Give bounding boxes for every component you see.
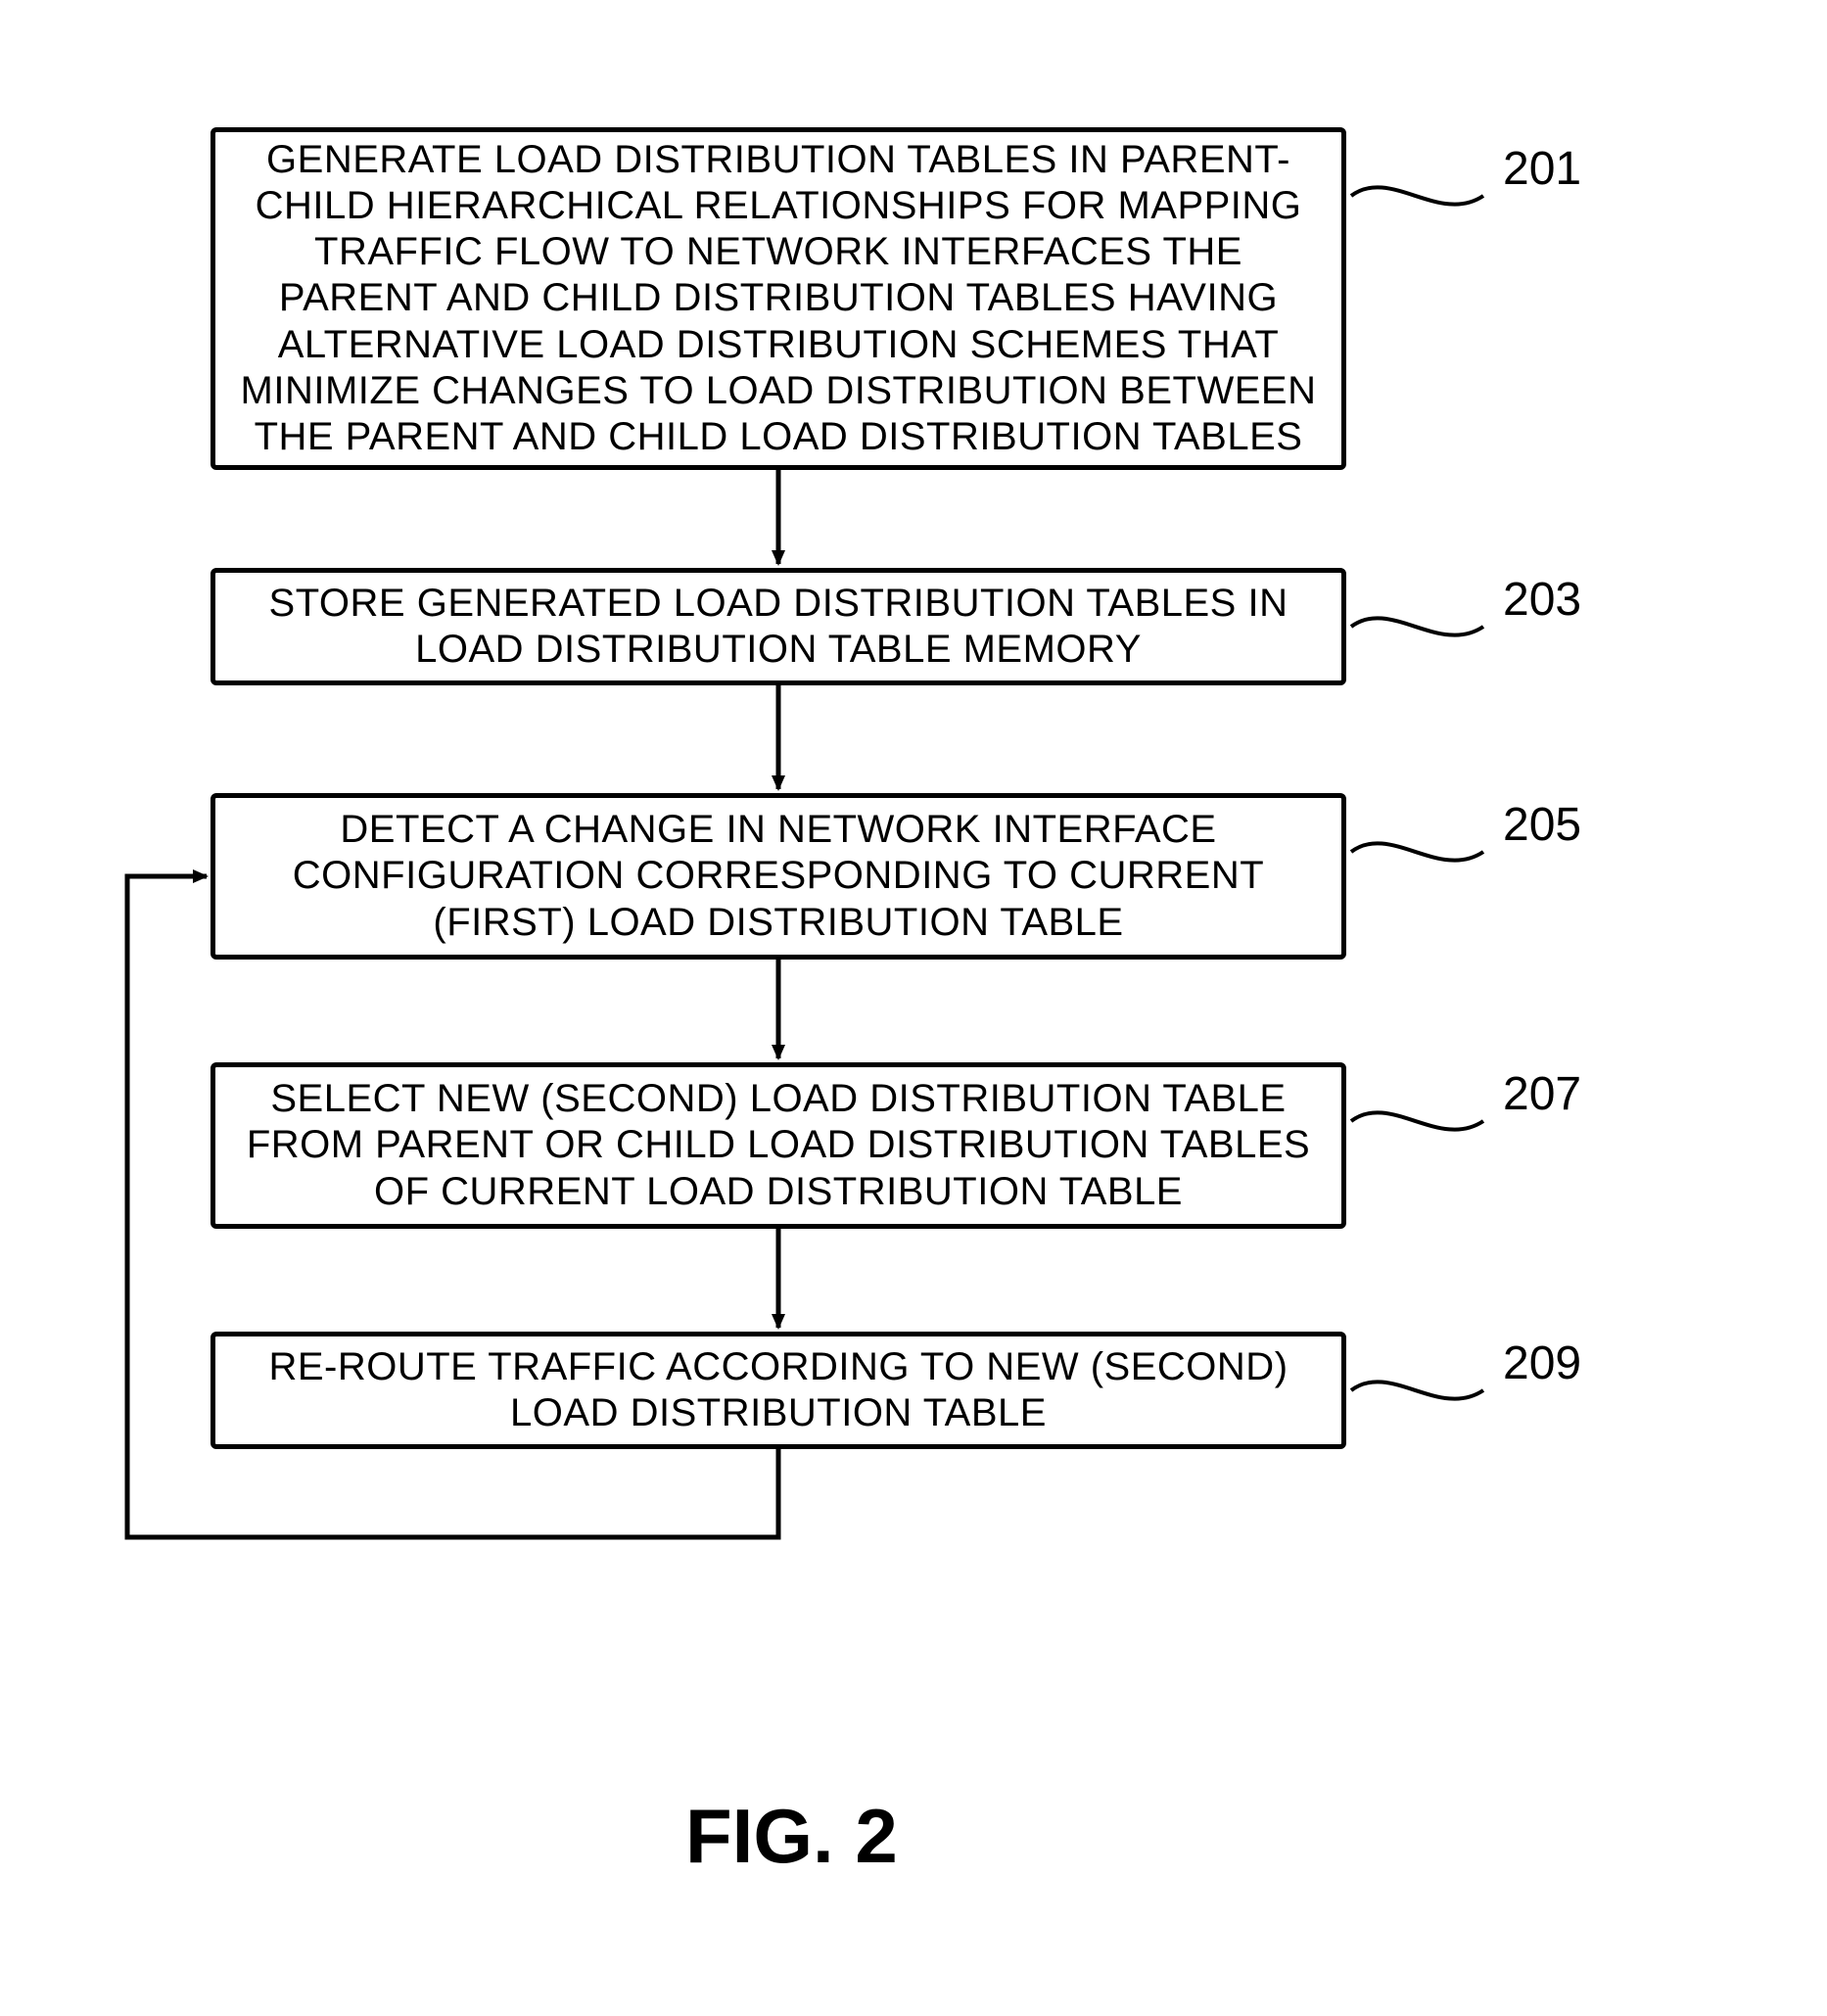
ref-201: 201 [1503, 142, 1581, 196]
ref-209: 209 [1503, 1336, 1581, 1390]
flow-step-205-text: DETECT A CHANGE IN NETWORK INTERFACE CON… [239, 807, 1318, 946]
tilde-205 [1351, 843, 1483, 860]
flow-step-207: SELECT NEW (SECOND) LOAD DISTRIBUTION TA… [211, 1062, 1346, 1229]
ref-205: 205 [1503, 798, 1581, 852]
flow-step-205: DETECT A CHANGE IN NETWORK INTERFACE CON… [211, 793, 1346, 960]
flow-step-203: STORE GENERATED LOAD DISTRIBUTION TABLES… [211, 568, 1346, 685]
flow-step-209-text: RE-ROUTE TRAFFIC ACCORDING TO NEW (SECON… [239, 1344, 1318, 1436]
flow-step-201: GENERATE LOAD DISTRIBUTION TABLES IN PAR… [211, 127, 1346, 470]
ref-207: 207 [1503, 1067, 1581, 1121]
figure-label: FIG. 2 [685, 1792, 898, 1881]
flow-step-203-text: STORE GENERATED LOAD DISTRIBUTION TABLES… [239, 581, 1318, 673]
flow-step-201-text: GENERATE LOAD DISTRIBUTION TABLES IN PAR… [239, 137, 1318, 460]
flowchart-canvas: GENERATE LOAD DISTRIBUTION TABLES IN PAR… [0, 0, 1827, 2016]
ref-203: 203 [1503, 573, 1581, 627]
tilde-203 [1351, 618, 1483, 634]
flow-step-207-text: SELECT NEW (SECOND) LOAD DISTRIBUTION TA… [239, 1076, 1318, 1215]
flow-step-209: RE-ROUTE TRAFFIC ACCORDING TO NEW (SECON… [211, 1332, 1346, 1449]
tilde-201 [1351, 187, 1483, 204]
tilde-207 [1351, 1112, 1483, 1129]
tilde-209 [1351, 1382, 1483, 1398]
